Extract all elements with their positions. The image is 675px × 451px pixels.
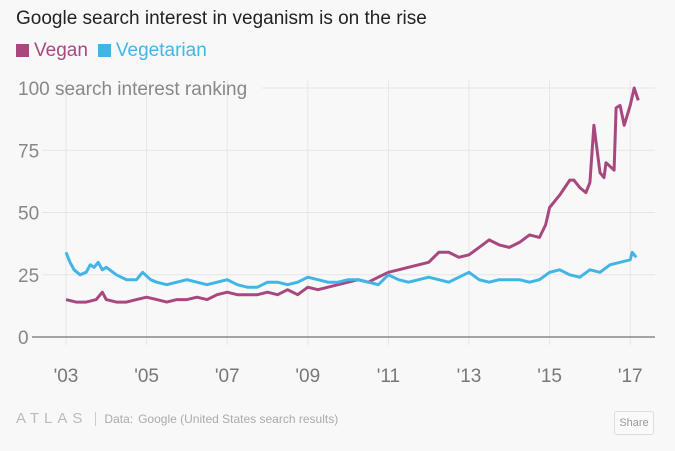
y-tick-label: 50 [18,204,39,225]
atlas-logo: ATLAS [16,410,88,427]
x-tick-label: '03 [54,366,79,387]
x-tick-label: '13 [457,366,482,387]
legend-swatch-vegan [16,44,29,57]
y-tick-label: 100 search interest ranking [18,79,247,100]
divider [95,411,97,426]
footer: ATLAS Data: Google (United States search… [16,410,338,427]
y-tick-label: 0 [18,328,29,349]
data-label: Data: [104,411,134,426]
x-tick-label: '09 [295,366,320,387]
data-source: Google (United States search results) [138,411,339,426]
chart-title: Google search interest in veganism is on… [16,8,427,29]
share-button[interactable]: Share [614,411,654,435]
legend-label-vegetarian: Vegetarian [115,40,207,61]
x-tick-label: '07 [215,366,240,387]
legend-label-vegan: Vegan [34,40,88,61]
y-tick-label: 75 [18,141,39,162]
x-tick-label: '05 [134,366,159,387]
series-line-vegan [65,86,640,304]
legend: Vegan Vegetarian [16,40,207,62]
x-tick-label: '17 [618,366,643,387]
legend-item-vegan: Vegan [16,40,88,62]
x-tick-label: '15 [537,366,562,387]
x-tick-label: '11 [377,366,400,387]
legend-item-vegetarian: Vegetarian [97,40,207,62]
legend-swatch-vegetarian [97,44,111,57]
y-tick-label: 25 [18,266,39,287]
series-line-vegetarian [64,250,638,289]
line-chart: '03 '05 '07 '09 '11 '13 '15 '17 0 25 50 75 100 searc… [18,79,655,387]
